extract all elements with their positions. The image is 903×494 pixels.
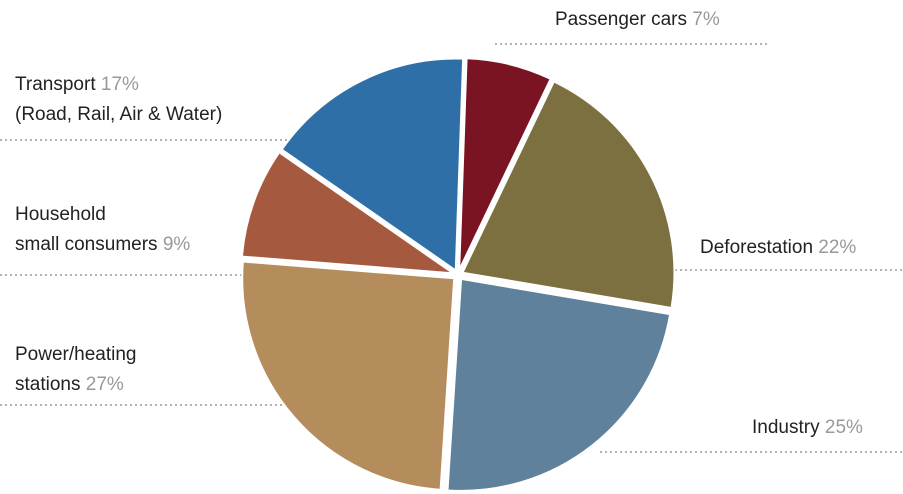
- value-label: 22%: [818, 237, 857, 258]
- value-label: 25%: [824, 417, 863, 438]
- slice-label: Power/heating stations 27%: [15, 340, 136, 400]
- value-label: 7%: [692, 9, 720, 30]
- slice-label: Passenger cars 7%: [555, 5, 720, 35]
- category-label: Deforestation: [700, 237, 814, 258]
- value-label: 9%: [162, 234, 191, 255]
- annotation: (Road, Rail, Air & Water): [15, 104, 223, 125]
- slice-label: Industry 25%: [752, 413, 863, 443]
- pie-slice: [446, 277, 672, 492]
- category-label: Industry: [752, 417, 820, 438]
- value-label: 17%: [100, 74, 139, 95]
- value-label: 27%: [85, 374, 124, 395]
- pie-slice: [458, 57, 552, 271]
- pie-slice: [241, 260, 456, 491]
- slice-label: Transport 17%: [15, 70, 139, 100]
- category-label: Transport: [15, 74, 96, 95]
- pie-slice: [460, 80, 676, 310]
- category-label: Passenger cars: [555, 9, 688, 30]
- pie-slice: [280, 57, 465, 273]
- pie-slice: [240, 150, 457, 275]
- category-label: Household small consumers: [15, 204, 158, 255]
- slice-label: Household small consumers 9%: [15, 200, 190, 260]
- category-label: Power/heating stations: [15, 344, 137, 395]
- slice-label: Deforestation 22%: [700, 233, 856, 263]
